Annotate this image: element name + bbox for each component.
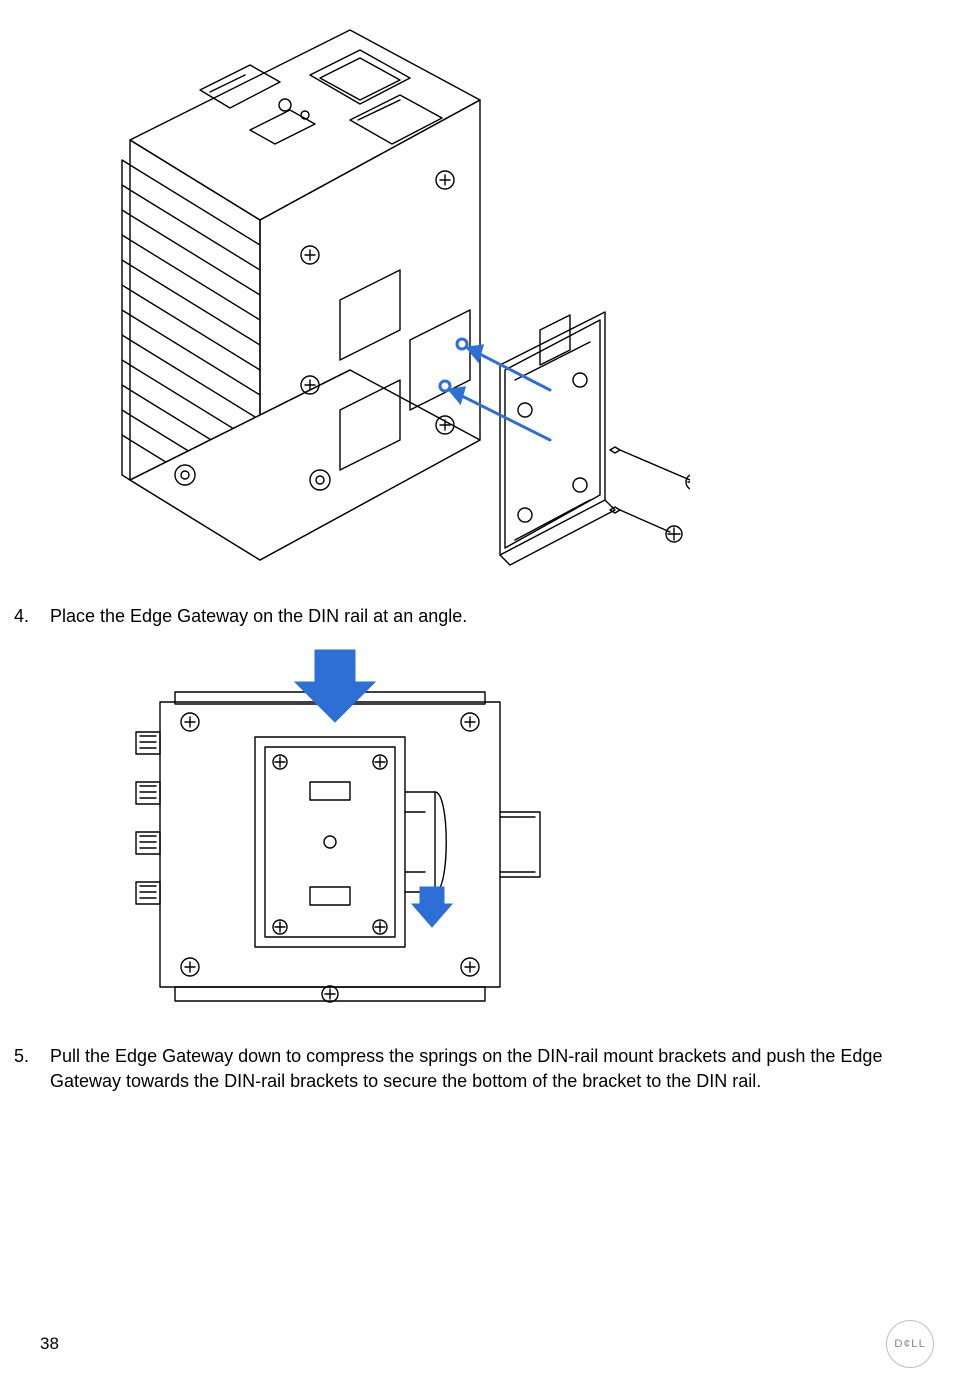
- manual-page: 4. Place the Edge Gateway on the DIN rai…: [0, 0, 974, 1396]
- step-number: 4.: [14, 604, 50, 628]
- figure-step4-illustration: [100, 642, 934, 1022]
- step-number: 5.: [14, 1044, 50, 1068]
- step-text: Pull the Edge Gateway down to compress t…: [50, 1044, 934, 1093]
- dell-logo: D¢LL: [886, 1320, 934, 1368]
- page-footer: 38 D¢LL: [40, 1320, 934, 1368]
- step-text: Place the Edge Gateway on the DIN rail a…: [50, 604, 934, 628]
- step-4: 4. Place the Edge Gateway on the DIN rai…: [14, 604, 934, 628]
- page-number: 38: [40, 1334, 59, 1354]
- step-5: 5. Pull the Edge Gateway down to compres…: [14, 1044, 934, 1093]
- dell-logo-text: D¢LL: [894, 1338, 926, 1350]
- figure-step3-illustration: [50, 20, 934, 590]
